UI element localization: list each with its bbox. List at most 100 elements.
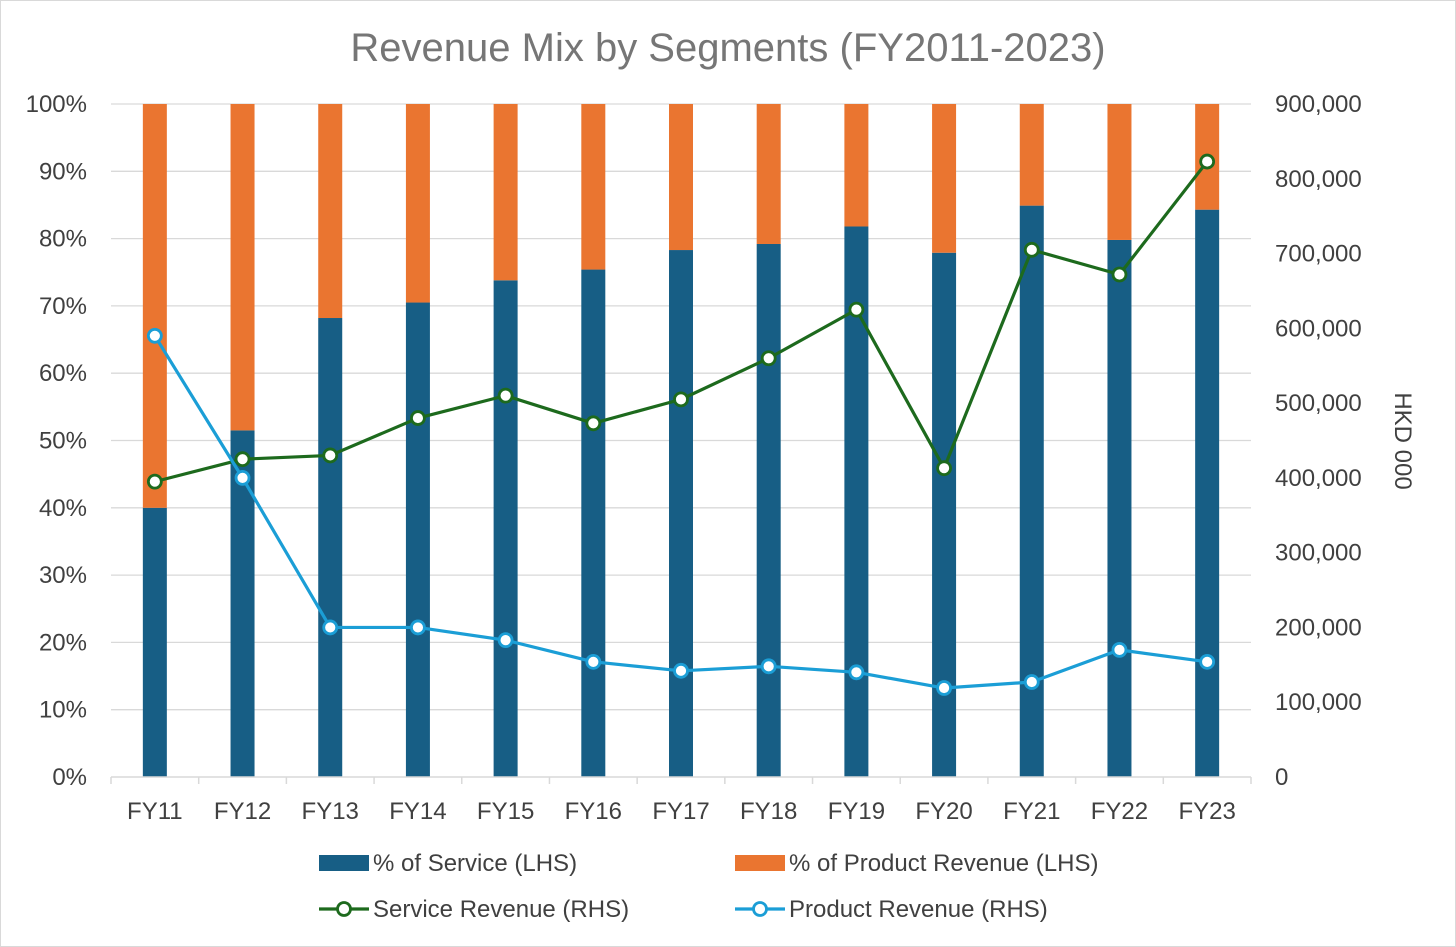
y-left-tick-label: 60% bbox=[39, 360, 87, 387]
y-left-tick-label: 90% bbox=[39, 158, 87, 185]
bar-service-pct bbox=[230, 430, 255, 777]
bar-product-pct bbox=[230, 104, 255, 431]
legend-label: % of Service (LHS) bbox=[373, 850, 577, 877]
x-tick-label: FY14 bbox=[389, 798, 446, 825]
x-tick-label: FY13 bbox=[302, 798, 359, 825]
x-tick-label: FY16 bbox=[565, 798, 622, 825]
service-revenue-point bbox=[848, 301, 865, 318]
bar-product-pct bbox=[669, 104, 693, 251]
legend-swatch bbox=[319, 855, 369, 871]
service-revenue-point bbox=[497, 387, 514, 404]
product-revenue-point bbox=[234, 469, 251, 486]
y-right-tick-label: 200,000 bbox=[1275, 614, 1362, 641]
lines bbox=[146, 153, 1216, 696]
bar-service-pct bbox=[932, 252, 957, 777]
y-right-tick-label: 900,000 bbox=[1275, 91, 1362, 118]
y-left-tick-label: 70% bbox=[39, 293, 87, 320]
bar-product-pct bbox=[756, 104, 781, 244]
legend-marker bbox=[752, 901, 768, 917]
bar-product-pct bbox=[581, 104, 606, 270]
legend-label: Service Revenue (RHS) bbox=[373, 896, 629, 923]
x-tick-label: FY20 bbox=[915, 798, 972, 825]
service-revenue-point bbox=[1023, 241, 1040, 258]
product-revenue-point bbox=[585, 653, 602, 670]
x-tick-label: FY17 bbox=[652, 798, 709, 825]
service-revenue-point bbox=[760, 350, 777, 367]
product-revenue-point bbox=[146, 327, 163, 344]
service-revenue-point bbox=[1199, 153, 1216, 170]
bar-product-pct bbox=[844, 104, 869, 227]
service-revenue-point bbox=[936, 460, 952, 477]
product-revenue-point bbox=[673, 662, 689, 679]
x-tick-label: FY11 bbox=[127, 798, 183, 825]
y-left-tick-label: 50% bbox=[39, 428, 87, 455]
bar-product-pct bbox=[1019, 104, 1044, 206]
bar-product-pct bbox=[932, 104, 957, 253]
bar-service-pct bbox=[405, 302, 430, 777]
bar-service-pct bbox=[1019, 205, 1044, 778]
legend-swatch bbox=[735, 855, 785, 871]
x-tick-label: FY15 bbox=[477, 798, 534, 825]
product-revenue-point bbox=[1199, 653, 1216, 670]
y-right-tick-label: 100,000 bbox=[1275, 689, 1362, 716]
bar-service-pct bbox=[581, 269, 606, 777]
y-left-tick-label: 20% bbox=[39, 629, 87, 656]
product-revenue-point bbox=[760, 658, 777, 675]
y-left-tick-label: 100% bbox=[26, 91, 87, 118]
legend-marker bbox=[336, 901, 352, 917]
bar-service-pct bbox=[669, 250, 693, 777]
chart-title: Revenue Mix by Segments (FY2011-2023) bbox=[350, 26, 1105, 70]
x-tick-label: FY21 bbox=[1003, 798, 1060, 825]
y-left-tick-label: 40% bbox=[39, 495, 87, 522]
bar-service-pct bbox=[756, 243, 781, 777]
bar-product-pct bbox=[318, 104, 343, 319]
y-right-tick-label: 600,000 bbox=[1275, 315, 1362, 342]
product-revenue-point bbox=[322, 619, 339, 636]
service-revenue-point bbox=[1111, 266, 1128, 283]
y-left-tick-label: 80% bbox=[39, 226, 87, 253]
bars bbox=[142, 104, 1220, 778]
legend-label: % of Product Revenue (LHS) bbox=[789, 850, 1098, 877]
y-right-tick-label: 700,000 bbox=[1275, 241, 1362, 268]
right-axis-title: HKD 000 bbox=[1389, 392, 1416, 489]
bar-service-pct bbox=[1107, 239, 1132, 778]
bar-product-pct bbox=[405, 104, 430, 303]
bar-product-pct bbox=[142, 104, 167, 508]
y-right-tick-label: 800,000 bbox=[1275, 166, 1362, 193]
y-left-tick-label: 10% bbox=[39, 697, 87, 724]
product-revenue-point bbox=[1023, 674, 1040, 690]
bar-product-pct bbox=[493, 104, 518, 281]
x-tick-label: FY19 bbox=[828, 798, 885, 825]
x-tick-label: FY23 bbox=[1178, 798, 1235, 825]
x-tick-label: FY18 bbox=[740, 798, 797, 825]
legend-label: Product Revenue (RHS) bbox=[789, 896, 1048, 923]
product-revenue-point bbox=[497, 632, 514, 649]
x-tick-label: FY22 bbox=[1091, 798, 1148, 825]
bar-service-pct bbox=[1195, 209, 1220, 777]
y-right-tick-label: 300,000 bbox=[1275, 540, 1362, 567]
x-tick-label: FY12 bbox=[214, 798, 271, 825]
bar-service-pct bbox=[318, 318, 343, 777]
service-revenue-point bbox=[322, 447, 339, 464]
y-left-tick-label: 0% bbox=[52, 764, 87, 791]
y-right-tick-label: 400,000 bbox=[1275, 465, 1362, 492]
bar-product-pct bbox=[1107, 104, 1132, 240]
product-revenue-point bbox=[1111, 641, 1128, 658]
service-revenue-point bbox=[410, 410, 426, 426]
service-revenue-point bbox=[146, 473, 163, 490]
y-right-tick-label: 500,000 bbox=[1275, 390, 1362, 417]
legend: % of Service (LHS) % of Product Revenue (… bbox=[319, 850, 1098, 923]
axes: 0% 10% 20% 30% 40% 50% 60% 70% 80% 90% 100% 0 100,00… bbox=[26, 91, 1362, 825]
y-right-tick-label: 0 bbox=[1275, 764, 1288, 791]
bar-service-pct bbox=[142, 507, 167, 777]
bar-service-pct bbox=[844, 226, 869, 778]
service-revenue-point bbox=[673, 391, 689, 408]
service-revenue-point bbox=[585, 415, 602, 432]
product-revenue-point bbox=[848, 664, 865, 681]
bar-service-pct bbox=[493, 280, 518, 777]
product-revenue-point bbox=[410, 619, 426, 636]
product-revenue-point bbox=[936, 680, 952, 696]
y-left-tick-label: 30% bbox=[39, 562, 87, 589]
